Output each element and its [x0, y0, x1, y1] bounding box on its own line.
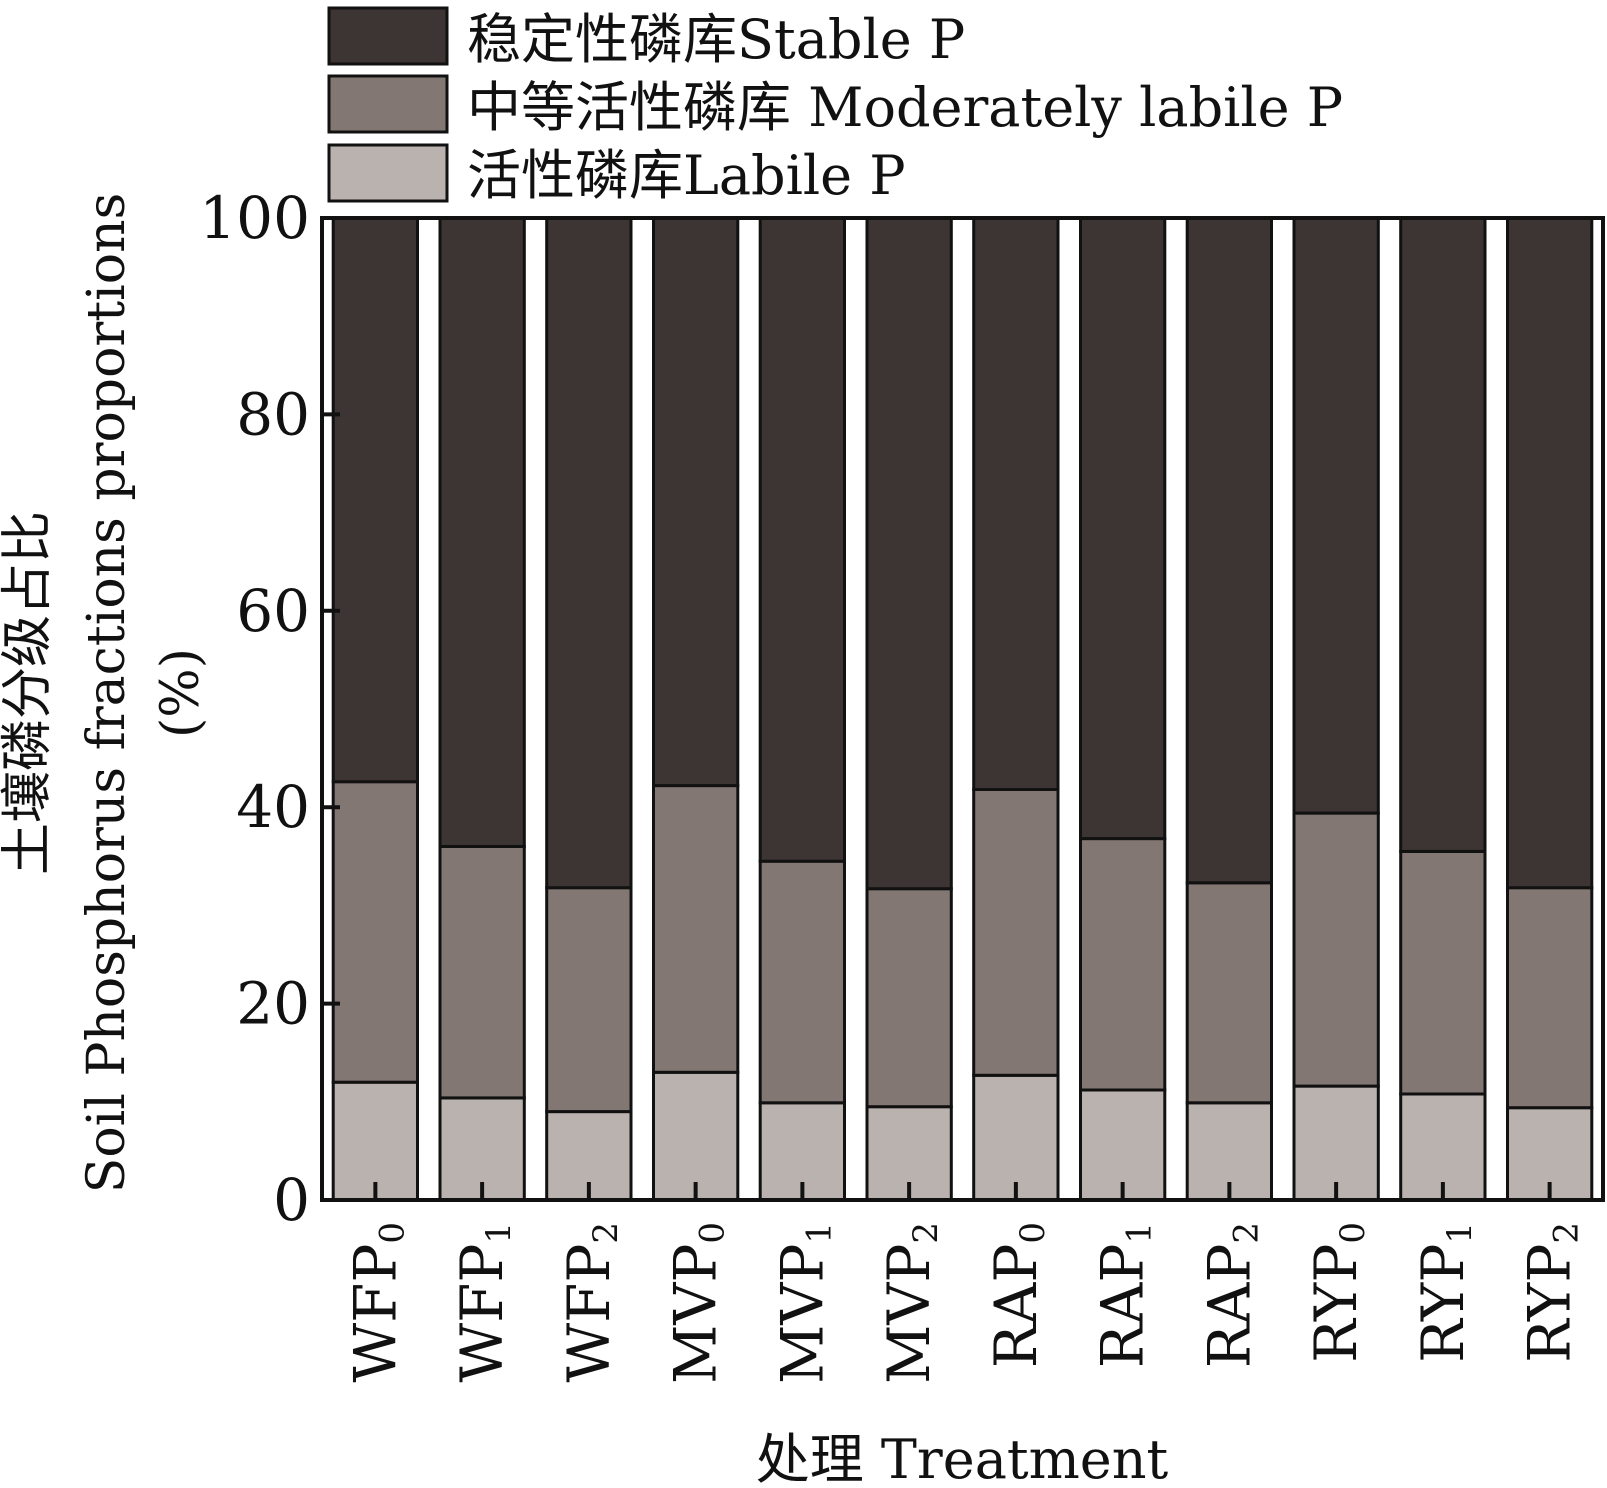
legend-label-stable: 稳定性磷库Stable P	[467, 8, 965, 71]
bar-wfp2-stable	[545, 216, 633, 890]
x-tick-label-wfp0: WFP0	[341, 1222, 412, 1383]
bar-rap2-moderate	[1185, 881, 1273, 1105]
x-tick-label-wfp1: WFP1	[448, 1222, 519, 1383]
y-tick-label: 100	[199, 184, 310, 252]
bar-ryp2-moderate	[1506, 886, 1594, 1110]
bar-rap1-labile	[1079, 1088, 1167, 1202]
y-tick-label: 60	[236, 577, 310, 645]
legend-swatch-labile	[327, 143, 449, 203]
bar-wfp0-stable	[331, 216, 420, 784]
bar-ryp2-stable	[1506, 216, 1594, 890]
bar-ryp0-moderate	[1292, 811, 1380, 1088]
x-tick-label-rap0: RAP0	[982, 1222, 1053, 1368]
y-tick-label: 80	[236, 380, 310, 448]
x-axis-title: 处理 Treatment	[756, 1428, 1169, 1488]
x-tick-label-mvp0: MVP0	[662, 1222, 733, 1384]
bar-ryp1-stable	[1399, 216, 1487, 853]
bar-ryp1-moderate	[1399, 849, 1487, 1096]
bar-wfp0-moderate	[331, 780, 420, 1084]
bar-mvp1-moderate	[758, 859, 847, 1105]
bar-mvp2-moderate	[865, 887, 953, 1109]
bar-rap2-stable	[1185, 216, 1273, 885]
x-tick-label-ryp2: RYP2	[1516, 1222, 1587, 1363]
legend-swatch-stable	[327, 6, 449, 66]
bar-mvp0-moderate	[652, 784, 740, 1074]
x-axis: WFP0 WFP1 WFP2 MVP0 MVP1 MVP2 RAP0 RAP1 RAP2 RYP0…	[341, 1182, 1587, 1384]
y-tick-label: 20	[236, 970, 310, 1038]
y-axis-title-unit: (%)	[151, 648, 211, 738]
y-axis: 0 20 40 60 80 100	[199, 184, 340, 1234]
x-tick-label-wfp2: WFP2	[555, 1222, 626, 1383]
y-axis-title: 土壤磷分级占比 Soil Phosphorus fractions propor…	[0, 193, 211, 1194]
legend-label-labile: 活性磷库Labile P	[467, 144, 906, 207]
legend-label-moderate: 中等活性磷库 Moderately labile P	[467, 76, 1343, 139]
x-tick-label-mvp1: MVP1	[768, 1222, 839, 1384]
x-tick-label-ryp1: RYP1	[1409, 1222, 1480, 1363]
y-axis-title-en: Soil Phosphorus fractions proportions	[77, 193, 137, 1194]
bar-ryp0-stable	[1292, 216, 1380, 815]
x-tick-label-ryp0: RYP0	[1302, 1222, 1373, 1363]
bar-rap0-labile	[972, 1073, 1060, 1202]
bar-mvp0-stable	[652, 216, 740, 788]
bar-rap0-stable	[972, 216, 1060, 791]
y-tick-label: 0	[273, 1166, 310, 1234]
bar-rap1-moderate	[1079, 837, 1167, 1092]
bar-rap1-stable	[1079, 216, 1167, 841]
plot-area	[320, 216, 1605, 1202]
legend-swatch-moderate	[327, 74, 449, 134]
bar-mvp0-labile	[652, 1070, 740, 1202]
x-tick-label-mvp2: MVP2	[875, 1222, 946, 1384]
bar-mvp2-stable	[865, 216, 953, 891]
bar-wfp2-moderate	[545, 886, 633, 1114]
y-axis-title-cn: 土壤磷分级占比	[0, 511, 58, 875]
bar-wfp0-labile	[331, 1080, 420, 1202]
x-tick-label-rap1: RAP1	[1089, 1222, 1160, 1368]
bar-ryp0-labile	[1292, 1084, 1380, 1202]
bar-wfp1-stable	[438, 216, 526, 848]
bar-wfp1-moderate	[438, 845, 526, 1100]
x-tick-label-rap2: RAP2	[1195, 1222, 1266, 1368]
legend: 稳定性磷库Stable P 中等活性磷库 Moderately labile P…	[327, 6, 1343, 207]
bar-mvp1-stable	[758, 216, 847, 863]
y-tick-label: 40	[236, 773, 310, 841]
bar-rap0-moderate	[972, 788, 1060, 1077]
plot-frame	[320, 216, 1605, 1202]
